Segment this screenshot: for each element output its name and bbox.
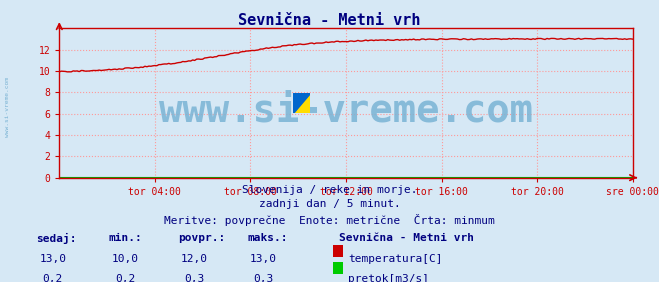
Text: 0,3: 0,3 [185,274,204,282]
Text: 10,0: 10,0 [112,254,138,264]
Text: maks.:: maks.: [247,233,287,243]
Polygon shape [293,93,310,113]
Text: sedaj:: sedaj: [36,233,76,244]
Text: zadnji dan / 5 minut.: zadnji dan / 5 minut. [258,199,401,209]
Text: Slovenija / reke in morje.: Slovenija / reke in morje. [242,185,417,195]
Text: pretok[m3/s]: pretok[m3/s] [348,274,429,282]
Text: povpr.:: povpr.: [178,233,225,243]
Text: Meritve: povprečne  Enote: metrične  Črta: minmum: Meritve: povprečne Enote: metrične Črta:… [164,214,495,226]
Text: 13,0: 13,0 [250,254,277,264]
Text: www.si-vreme.com: www.si-vreme.com [5,77,11,137]
Text: 13,0: 13,0 [40,254,66,264]
Text: Sevnična - Metni vrh: Sevnična - Metni vrh [239,13,420,28]
Text: temperatura[C]: temperatura[C] [348,254,442,264]
Text: min.:: min.: [109,233,142,243]
Text: 0,2: 0,2 [43,274,63,282]
Text: 12,0: 12,0 [181,254,208,264]
Text: 0,3: 0,3 [254,274,273,282]
Text: Sevnična - Metni vrh: Sevnična - Metni vrh [339,233,474,243]
Polygon shape [293,93,310,113]
Text: 0,2: 0,2 [115,274,135,282]
Text: www.si-vreme.com: www.si-vreme.com [159,91,533,129]
